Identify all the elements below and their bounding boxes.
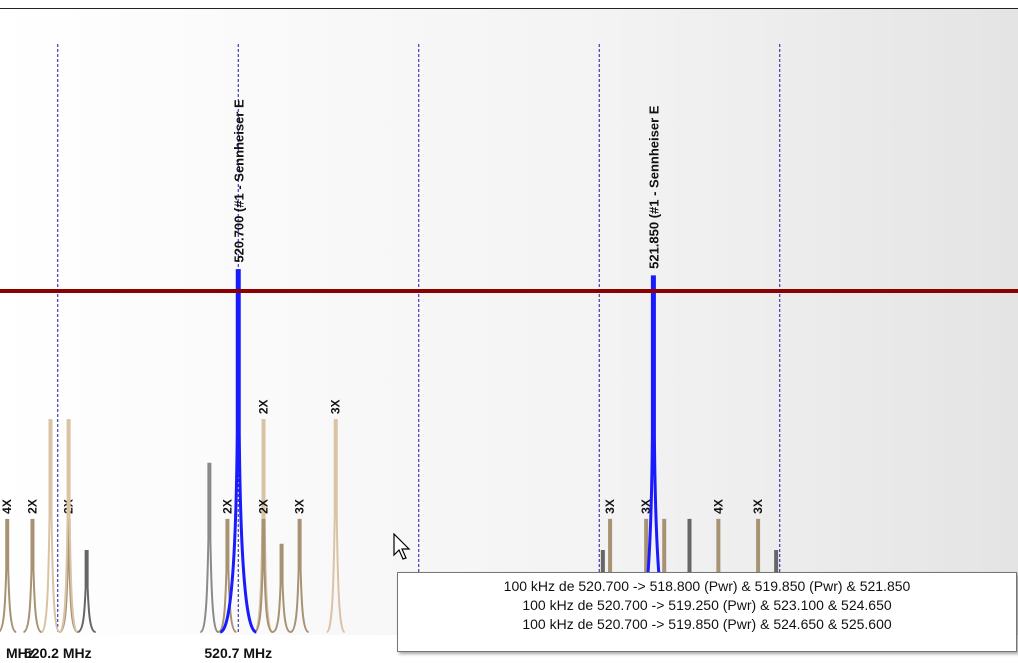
channel-label: 520.700 (#1 - Sennheiser E (231, 99, 246, 263)
imd-order-label: 3X (329, 399, 343, 414)
imd-order-label: 3X (293, 499, 307, 514)
imd-peak (0, 518, 17, 633)
imd-peak (290, 518, 310, 633)
tooltip-line: 100 kHz de 520.700 -> 519.850 (Pwr) & 52… (522, 616, 892, 632)
imd-order-label: 2X (220, 499, 234, 514)
imd-peak (199, 462, 220, 633)
imd-peak (253, 419, 274, 633)
imd-peak (77, 550, 97, 633)
tooltip-line: 100 kHz de 520.700 -> 519.250 (Pwr) & 52… (522, 597, 892, 613)
imd-order-label: 2X (257, 499, 271, 514)
plot-background (0, 8, 1018, 636)
imd-order-label: 2X (25, 499, 39, 514)
imd-peak (59, 518, 79, 633)
imd-peak (217, 518, 237, 633)
imd-order-label: 4X (711, 499, 725, 514)
imd-peak (58, 419, 79, 633)
imd-peak (272, 543, 292, 633)
imd-peak (325, 419, 346, 633)
imd-order-label: 2X (257, 399, 271, 414)
imd-peak (254, 518, 274, 633)
imd-order-label: 3X (603, 499, 617, 514)
imd-order-label: 3X (751, 499, 765, 514)
x-tick-label: 520.7 MHz (204, 645, 272, 661)
x-tick-label: MHz (6, 645, 35, 661)
x-tick-label: 520.2 MHz (24, 645, 92, 661)
tooltip-line: 100 kHz de 520.700 -> 518.800 (Pwr) & 51… (503, 578, 911, 594)
mouse-pointer-icon (393, 533, 411, 560)
imd-tooltip: 100 kHz de 520.700 -> 518.800 (Pwr) & 51… (397, 572, 1017, 652)
imd-peak (23, 518, 42, 633)
imd-order-label: 4X (0, 499, 14, 514)
channel-label: 521.850 (#1 - Sennheiser E (646, 105, 661, 269)
channel-peak (219, 269, 257, 634)
imd-peak (40, 419, 61, 633)
